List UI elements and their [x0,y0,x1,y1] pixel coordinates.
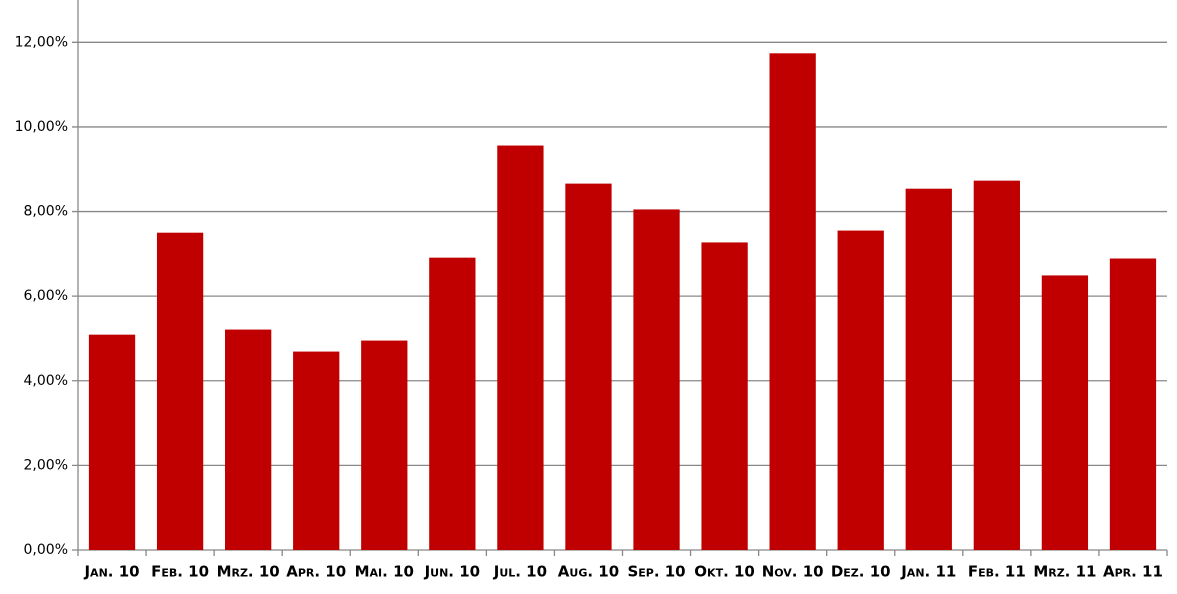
bar [225,329,272,550]
bar [156,232,204,550]
bar [565,183,612,550]
bar [1041,275,1089,550]
bar [361,340,408,550]
y-tick-label: 2,00% [24,457,68,473]
x-tick-label: Apr. 11 [1103,563,1163,581]
y-tick-label: 10,00% [15,119,68,135]
x-tick-label: Apr. 10 [286,563,346,581]
bar [837,230,884,551]
x-tick-label: Mrz. 10 [217,563,280,581]
bar [701,242,748,550]
x-tick-label: Aug. 10 [558,563,619,581]
bar [497,145,544,551]
x-tick-label: Jan. 10 [83,563,139,581]
bar [293,351,340,550]
x-tick-label: Jul. 10 [493,563,547,581]
bar [88,334,136,550]
x-tick-label: Sep. 10 [627,563,685,581]
x-tick-label: Mai. 10 [355,563,414,581]
bar [769,53,816,551]
y-tick-label: 8,00% [24,204,68,220]
y-tick-label: 4,00% [24,373,68,389]
x-tick-label: Nov. 10 [762,563,824,581]
bar [429,257,476,550]
bar [973,180,1020,550]
x-tick-label: Jan. 11 [900,563,956,581]
x-tick-label: Okt. 10 [694,563,755,581]
bar [905,188,952,550]
x-tick-label: Mrz. 11 [1033,563,1096,581]
y-tick-label: 0,00% [24,542,68,558]
x-tick-label: Dez. 10 [831,563,891,581]
y-tick-label: 6,00% [24,288,68,304]
bar [1109,258,1157,550]
y-tick-label: 12,00% [15,34,68,50]
x-tick-label: Feb. 10 [151,563,209,581]
bar [633,209,680,550]
x-tick-label: Feb. 11 [968,563,1026,581]
x-tick-label: Jun. 10 [424,563,481,581]
